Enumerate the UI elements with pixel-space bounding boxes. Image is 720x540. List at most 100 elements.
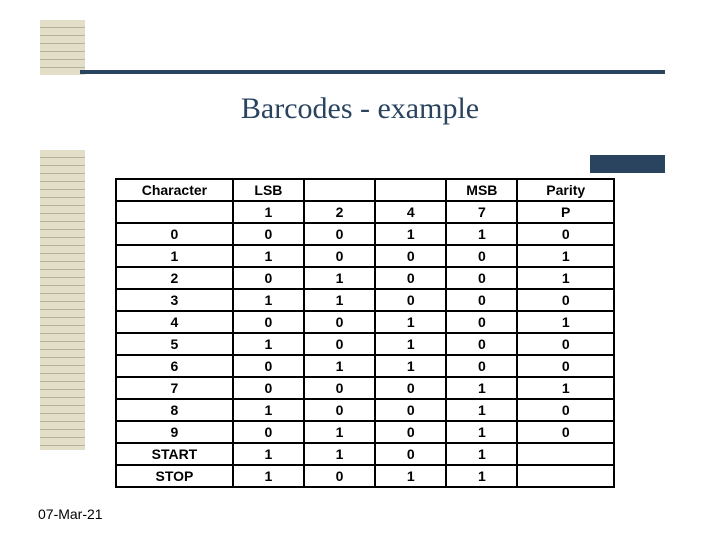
col-lsb: LSB [233, 179, 304, 201]
table-cell: 8 [116, 399, 233, 421]
footer-date: 07-Mar-21 [38, 506, 103, 522]
col-msb: MSB [446, 179, 517, 201]
title-rule [80, 70, 665, 74]
table-cell: 1 [304, 267, 375, 289]
table-row: 000110 [116, 223, 614, 245]
table-cell: 1 [233, 245, 304, 267]
table-cell: 1 [446, 223, 517, 245]
table-header-row: Character LSB MSB Parity [116, 179, 614, 201]
table-cell: 1 [517, 267, 614, 289]
table-body: 0001101100012010013110004001015101006011… [116, 223, 614, 487]
table-cell: 1 [517, 245, 614, 267]
table-row: 700011 [116, 377, 614, 399]
table-cell: 0 [304, 399, 375, 421]
table-row: 510100 [116, 333, 614, 355]
table-cell: 0 [375, 421, 446, 443]
table-cell: 0 [304, 245, 375, 267]
table-cell: 1 [304, 421, 375, 443]
table-row: 810010 [116, 399, 614, 421]
col-bit2 [304, 179, 375, 201]
table-cell: 1 [375, 355, 446, 377]
ruled-block-top [40, 20, 85, 75]
table-cell: 3 [116, 289, 233, 311]
table-row: 901010 [116, 421, 614, 443]
table-cell: 0 [304, 223, 375, 245]
table-cell: 1 [304, 443, 375, 465]
col-parity: Parity [517, 179, 614, 201]
table-cell: 1 [233, 333, 304, 355]
table-cell: 7 [116, 377, 233, 399]
ruled-block-bottom [40, 150, 85, 450]
table-cell [517, 443, 614, 465]
table-cell: 1 [375, 311, 446, 333]
table-cell: 1 [304, 355, 375, 377]
table-cell: 1 [446, 421, 517, 443]
table-row: 601100 [116, 355, 614, 377]
table-cell: 1 [517, 377, 614, 399]
table-cell: 0 [233, 223, 304, 245]
table-cell: 0 [517, 355, 614, 377]
table-cell: 0 [517, 421, 614, 443]
table-cell: 0 [446, 267, 517, 289]
table-cell: 0 [446, 289, 517, 311]
table-cell: 1 [375, 333, 446, 355]
table-cell: 0 [233, 267, 304, 289]
table-cell: 1 [304, 289, 375, 311]
table-cell: 0 [304, 465, 375, 487]
table-cell: 1 [116, 245, 233, 267]
table-cell: 0 [517, 289, 614, 311]
table-cell: 1 [375, 465, 446, 487]
table-cell: 0 [304, 311, 375, 333]
col-character: Character [116, 179, 233, 201]
table-cell: 1 [446, 465, 517, 487]
subhead-char [116, 201, 233, 223]
accent-bar-right [590, 155, 665, 173]
table-cell: 1 [446, 377, 517, 399]
table-cell: 9 [116, 421, 233, 443]
table-cell: 0 [304, 377, 375, 399]
table-row: 400101 [116, 311, 614, 333]
table-cell: 0 [446, 311, 517, 333]
table-cell: 1 [446, 399, 517, 421]
table-cell: 0 [446, 333, 517, 355]
table-cell: 0 [233, 377, 304, 399]
subhead-p: P [517, 201, 614, 223]
table-cell: 0 [375, 377, 446, 399]
table-cell [517, 465, 614, 487]
page-title: Barcodes - example [0, 92, 720, 126]
table-cell: STOP [116, 465, 233, 487]
subhead-2: 2 [304, 201, 375, 223]
table-row: START1101 [116, 443, 614, 465]
subhead-4: 4 [375, 201, 446, 223]
table-cell: 2 [116, 267, 233, 289]
table-cell: 0 [375, 267, 446, 289]
subhead-1: 1 [233, 201, 304, 223]
table-row: STOP1011 [116, 465, 614, 487]
table-cell: 0 [517, 333, 614, 355]
table-cell: 0 [446, 355, 517, 377]
table-row: 201001 [116, 267, 614, 289]
barcode-table: Character LSB MSB Parity 1 2 4 7 P 00011… [115, 178, 615, 488]
table-cell: 0 [233, 355, 304, 377]
table-cell: 1 [517, 311, 614, 333]
table-cell: 0 [304, 333, 375, 355]
table-cell: 0 [233, 311, 304, 333]
table-cell: 0 [517, 399, 614, 421]
table-cell: 1 [446, 443, 517, 465]
table-cell: 0 [375, 443, 446, 465]
table-cell: 0 [233, 421, 304, 443]
barcode-table-wrap: Character LSB MSB Parity 1 2 4 7 P 00011… [115, 178, 615, 488]
table-cell: 1 [375, 223, 446, 245]
table-cell: 1 [233, 399, 304, 421]
table-cell: 5 [116, 333, 233, 355]
table-cell: 1 [233, 443, 304, 465]
table-cell: 0 [375, 289, 446, 311]
table-cell: 6 [116, 355, 233, 377]
table-cell: 0 [116, 223, 233, 245]
table-row: 110001 [116, 245, 614, 267]
table-cell: 0 [375, 245, 446, 267]
subhead-7: 7 [446, 201, 517, 223]
table-cell: 1 [233, 465, 304, 487]
table-cell: 1 [233, 289, 304, 311]
table-row: 311000 [116, 289, 614, 311]
